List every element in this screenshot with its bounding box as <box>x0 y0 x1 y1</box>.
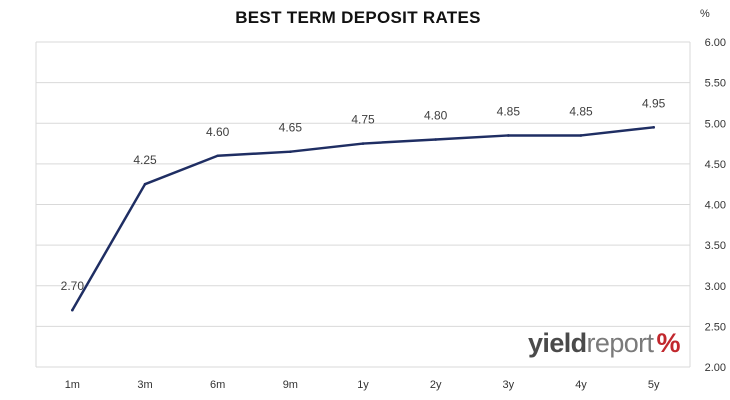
y-tick-label: 5.50 <box>705 78 726 90</box>
logo-yield-text: yield <box>528 328 587 358</box>
logo-percent-icon: % <box>656 328 680 358</box>
y-tick-label: 4.00 <box>705 200 726 212</box>
data-label: 4.85 <box>569 104 593 118</box>
logo-report-text: report <box>586 328 655 358</box>
y-tick-label: 3.50 <box>705 240 726 252</box>
data-label: 4.85 <box>497 104 521 118</box>
data-label: 4.75 <box>351 113 375 127</box>
data-point <box>652 126 655 129</box>
y-tick-label: 4.50 <box>705 159 726 171</box>
x-tick-label: 5y <box>648 379 660 391</box>
x-tick-label: 2y <box>430 379 442 391</box>
data-point <box>434 138 437 141</box>
y-tick-label: 2.00 <box>705 362 726 374</box>
x-tick-label: 3y <box>503 379 515 391</box>
x-tick-label: 9m <box>283 379 298 391</box>
data-point <box>143 182 147 186</box>
data-label: 4.80 <box>424 109 448 123</box>
y-tick-label: 5.00 <box>705 118 726 130</box>
yieldreport-logo: yieldreport% <box>528 328 681 358</box>
y-tick-label: 2.50 <box>705 321 726 333</box>
series-line <box>71 126 655 312</box>
data-label: 2.70 <box>61 279 85 293</box>
data-label: 4.25 <box>133 153 157 167</box>
y-tick-label: 6.00 <box>705 37 726 49</box>
y-axis-unit-label: % <box>700 8 710 20</box>
data-point <box>71 308 74 312</box>
x-tick-label: 1y <box>357 379 369 391</box>
data-point <box>216 154 219 158</box>
x-tick-label: 4y <box>575 379 587 391</box>
data-point <box>507 134 510 137</box>
data-label: 4.60 <box>206 125 230 139</box>
x-tick-label: 3m <box>137 379 152 391</box>
data-point <box>361 142 365 145</box>
x-tick-label: 6m <box>210 379 225 391</box>
chart-title: BEST TERM DEPOSIT RATES <box>235 8 481 27</box>
data-point <box>579 134 583 137</box>
y-tick-label: 3.00 <box>705 281 726 293</box>
data-label: 4.65 <box>279 121 303 135</box>
data-point <box>289 150 292 153</box>
data-label: 4.95 <box>642 96 666 110</box>
x-tick-label: 1m <box>65 379 80 391</box>
